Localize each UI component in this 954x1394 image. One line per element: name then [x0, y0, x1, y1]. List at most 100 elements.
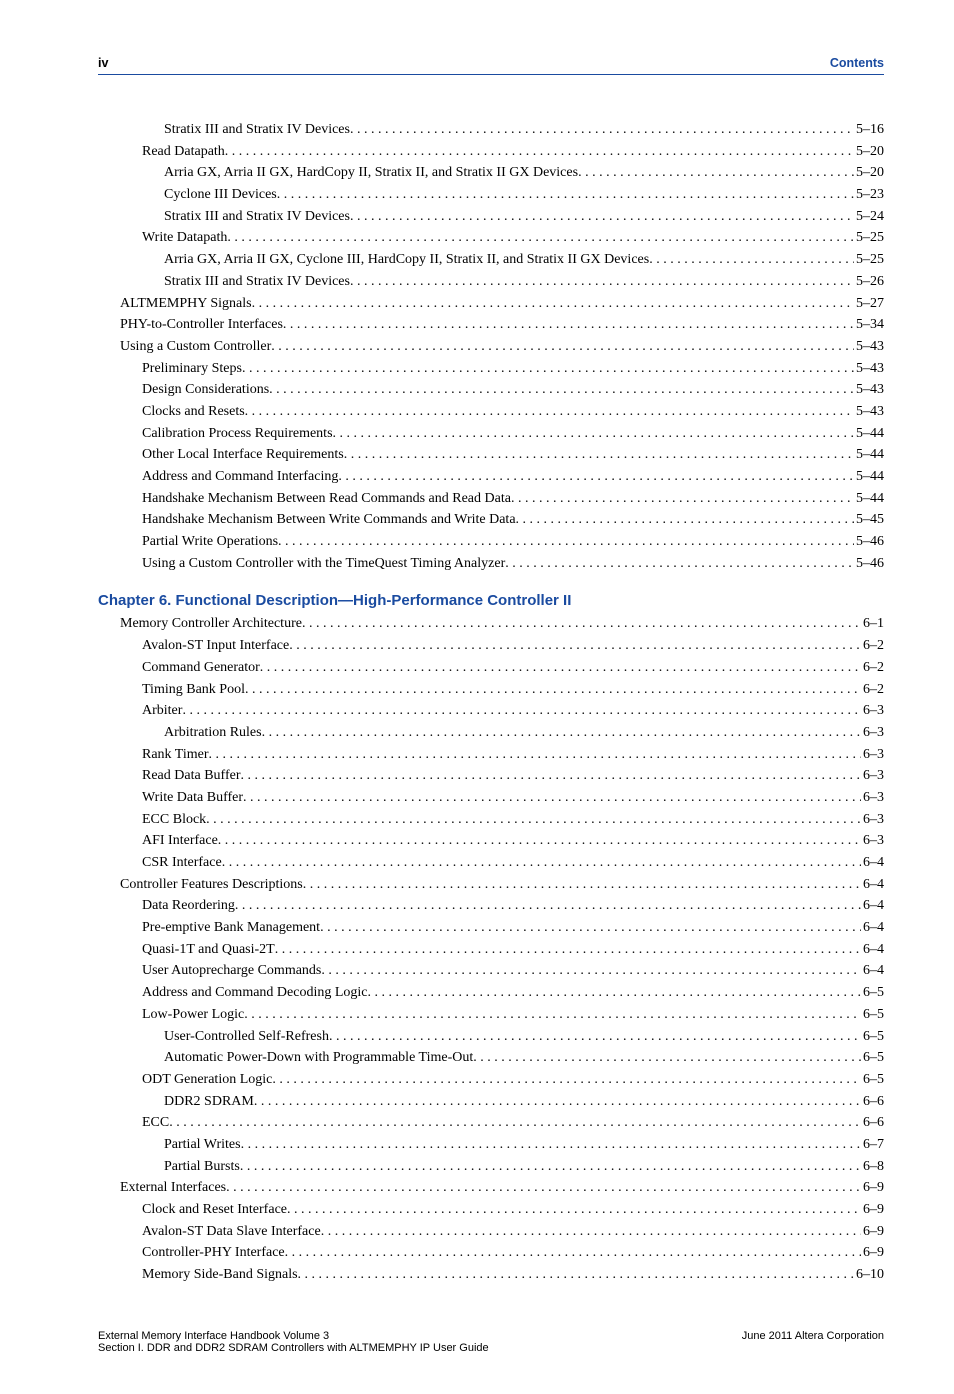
- toc-leader-dots: [235, 895, 861, 917]
- toc-entry-page: 5–34: [854, 314, 884, 336]
- toc-entry-label: Avalon-ST Input Interface: [142, 635, 289, 657]
- toc-entry: PHY-to-Controller Interfaces 5–34: [98, 314, 884, 336]
- toc-entry-page: 5–24: [854, 206, 884, 228]
- toc-leader-dots: [169, 1112, 861, 1134]
- toc-entry: Memory Side-Band Signals 6–10: [98, 1264, 884, 1286]
- toc-entry: Memory Controller Architecture 6–1: [98, 613, 884, 635]
- footer-right: June 2011 Altera Corporation: [742, 1330, 884, 1354]
- toc-entry-label: Clock and Reset Interface: [142, 1199, 287, 1221]
- toc-leader-dots: [344, 444, 854, 466]
- toc-entry-page: 6–5: [861, 982, 884, 1004]
- toc-entry: Low-Power Logic 6–5: [98, 1004, 884, 1026]
- toc-leader-dots: [473, 1047, 861, 1069]
- toc-entry: ECC Block 6–3: [98, 809, 884, 831]
- toc-entry-label: Arria GX, Arria II GX, HardCopy II, Stra…: [164, 162, 578, 184]
- toc-leader-dots: [269, 379, 854, 401]
- toc-leader-dots: [350, 206, 854, 228]
- toc-entry-page: 6–9: [861, 1199, 884, 1221]
- toc-entry: External Interfaces 6–9: [98, 1177, 884, 1199]
- toc-entry-page: 5–43: [854, 401, 884, 423]
- toc-entry-label: Handshake Mechanism Between Write Comman…: [142, 509, 516, 531]
- toc-entry: Handshake Mechanism Between Read Command…: [98, 488, 884, 510]
- toc-entry-page: 5–43: [854, 379, 884, 401]
- toc-entry-label: Arria GX, Arria II GX, Cyclone III, Hard…: [164, 249, 649, 271]
- toc-entry-page: 5–44: [854, 466, 884, 488]
- toc-entry-label: ECC Block: [142, 809, 206, 831]
- toc-leader-dots: [209, 744, 861, 766]
- toc-leader-dots: [302, 613, 861, 635]
- toc-leader-dots: [333, 423, 854, 445]
- toc-entry-label: Address and Command Decoding Logic: [142, 982, 368, 1004]
- toc-entry-page: 6–4: [861, 895, 884, 917]
- toc-entry: Arbitration Rules 6–3: [98, 722, 884, 744]
- toc-entry-page: 6–4: [861, 960, 884, 982]
- toc-entry-page: 6–3: [861, 830, 884, 852]
- toc-entry-label: Read Data Buffer: [142, 765, 240, 787]
- toc-leader-dots: [271, 336, 854, 358]
- toc-entry-label: Controller-PHY Interface: [142, 1242, 285, 1264]
- toc-entry-page: 6–4: [861, 852, 884, 874]
- toc-entry-page: 5–43: [854, 358, 884, 380]
- toc-entry: Avalon-ST Input Interface 6–2: [98, 635, 884, 657]
- toc-entry-page: 6–5: [861, 1047, 884, 1069]
- toc-leader-dots: [275, 939, 861, 961]
- toc-entry-page: 5–25: [854, 227, 884, 249]
- toc-entry-page: 5–44: [854, 423, 884, 445]
- toc-entry: Stratix III and Stratix IV Devices 5–26: [98, 271, 884, 293]
- toc-leader-dots: [649, 249, 854, 271]
- toc-entry: Quasi-1T and Quasi-2T 6–4: [98, 939, 884, 961]
- toc-leader-dots: [516, 509, 854, 531]
- toc-entry-label: Using a Custom Controller: [120, 336, 271, 358]
- toc-entry-page: 6–6: [861, 1091, 884, 1113]
- toc-entry-page: 5–23: [854, 184, 884, 206]
- toc-entry-label: Design Considerations: [142, 379, 269, 401]
- toc-leader-dots: [182, 700, 861, 722]
- toc-entry-label: Timing Bank Pool: [142, 679, 245, 701]
- toc-entry-label: ECC: [142, 1112, 169, 1134]
- page-number: iv: [98, 56, 108, 70]
- toc-leader-dots: [252, 293, 854, 315]
- toc-entry-page: 6–9: [861, 1221, 884, 1243]
- toc-entry: Read Data Buffer 6–3: [98, 765, 884, 787]
- header-rule: [98, 74, 884, 75]
- toc-entry-page: 5–20: [854, 141, 884, 163]
- toc-entry-page: 5–25: [854, 249, 884, 271]
- toc-entry-label: Handshake Mechanism Between Read Command…: [142, 488, 511, 510]
- toc-leader-dots: [240, 1156, 861, 1178]
- toc-entry: Address and Command Interfacing 5–44: [98, 466, 884, 488]
- toc-entry-label: Preliminary Steps: [142, 358, 242, 380]
- toc-entry: Other Local Interface Requirements 5–44: [98, 444, 884, 466]
- toc-entry-page: 5–26: [854, 271, 884, 293]
- chapter-heading: Chapter 6. Functional Description—High-P…: [98, 592, 884, 609]
- toc-entry: Command Generator 6–2: [98, 657, 884, 679]
- toc-entry-page: 6–1: [861, 613, 884, 635]
- toc-entry: Design Considerations 5–43: [98, 379, 884, 401]
- toc-entry-label: Arbitration Rules: [164, 722, 262, 744]
- toc-entry-page: 6–3: [861, 744, 884, 766]
- toc-entry: Controller-PHY Interface 6–9: [98, 1242, 884, 1264]
- toc-entry-label: Using a Custom Controller with the TimeQ…: [142, 553, 505, 575]
- toc-entry: ECC 6–6: [98, 1112, 884, 1134]
- toc-entry: Arbiter 6–3: [98, 700, 884, 722]
- toc-leader-dots: [321, 960, 861, 982]
- toc-leader-dots: [260, 657, 861, 679]
- toc-entry-label: External Interfaces: [120, 1177, 226, 1199]
- toc-entry-label: Other Local Interface Requirements: [142, 444, 344, 466]
- toc-entry: User-Controlled Self-Refresh 6–5: [98, 1026, 884, 1048]
- toc-entry: Automatic Power-Down with Programmable T…: [98, 1047, 884, 1069]
- toc-entry-label: Partial Writes: [164, 1134, 241, 1156]
- toc-entry: Write Datapath 5–25: [98, 227, 884, 249]
- toc-entry-label: User-Controlled Self-Refresh: [164, 1026, 329, 1048]
- toc-entry: DDR2 SDRAM 6–6: [98, 1091, 884, 1113]
- toc-entry-label: Read Datapath: [142, 141, 225, 163]
- toc-leader-dots: [278, 531, 854, 553]
- toc-leader-dots: [245, 401, 854, 423]
- toc-entry: Stratix III and Stratix IV Devices 5–24: [98, 206, 884, 228]
- toc-leader-dots: [289, 635, 861, 657]
- toc-leader-dots: [511, 488, 854, 510]
- toc-leader-dots: [277, 184, 854, 206]
- toc-leader-dots: [254, 1091, 861, 1113]
- toc-entry-page: 5–46: [854, 553, 884, 575]
- toc-entry-page: 5–44: [854, 444, 884, 466]
- toc-leader-dots: [350, 119, 854, 141]
